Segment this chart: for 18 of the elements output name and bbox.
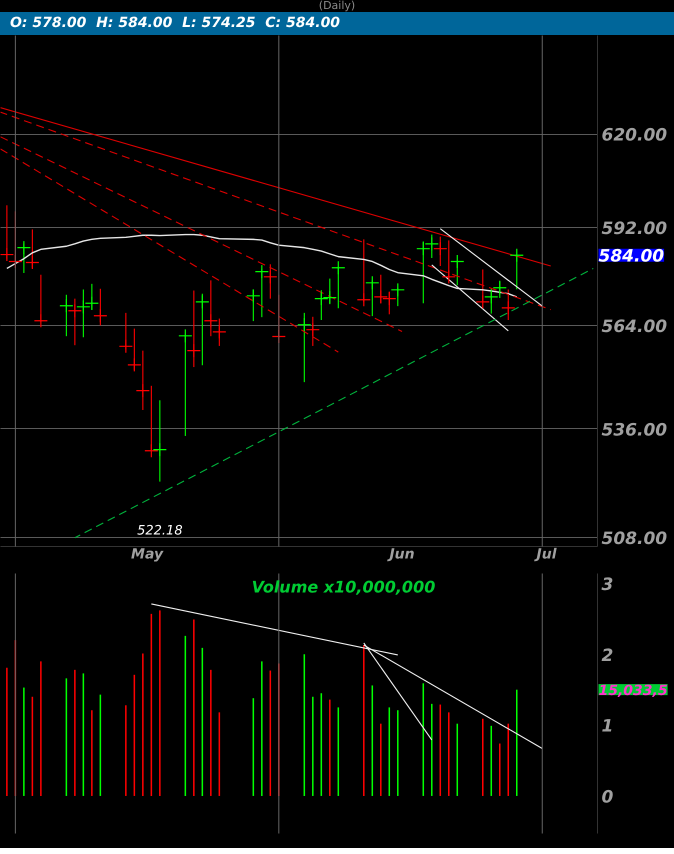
- y-tick-label: 3: [602, 574, 614, 595]
- y-tick-label: 1: [602, 716, 614, 737]
- y-tick-label: 536.00: [602, 420, 668, 440]
- x-tick-label: May: [131, 546, 164, 562]
- y-tick-label: 0: [602, 787, 614, 808]
- x-tick-label: Jun: [386, 546, 415, 562]
- text: 584.00: [598, 246, 664, 267]
- text: 15,033,5: [598, 683, 668, 700]
- x-tick-label: Jul: [534, 546, 557, 562]
- chart-title: Volume x10,000,000: [252, 578, 436, 596]
- y-tick-label: 2: [602, 646, 614, 666]
- chart-title: (Daily): [318, 0, 356, 12]
- y-tick-label: 620.00: [602, 126, 668, 146]
- chart-subtitle: O: 578.00 H: 584.00 L: 574.25 C: 584.00: [10, 14, 340, 33]
- y-tick-label: 592.00: [602, 219, 668, 240]
- y-tick-label: 564.00: [602, 317, 668, 338]
- y-tick-label: 508.00: [602, 528, 668, 549]
- annotation: 522.18: [137, 524, 183, 539]
